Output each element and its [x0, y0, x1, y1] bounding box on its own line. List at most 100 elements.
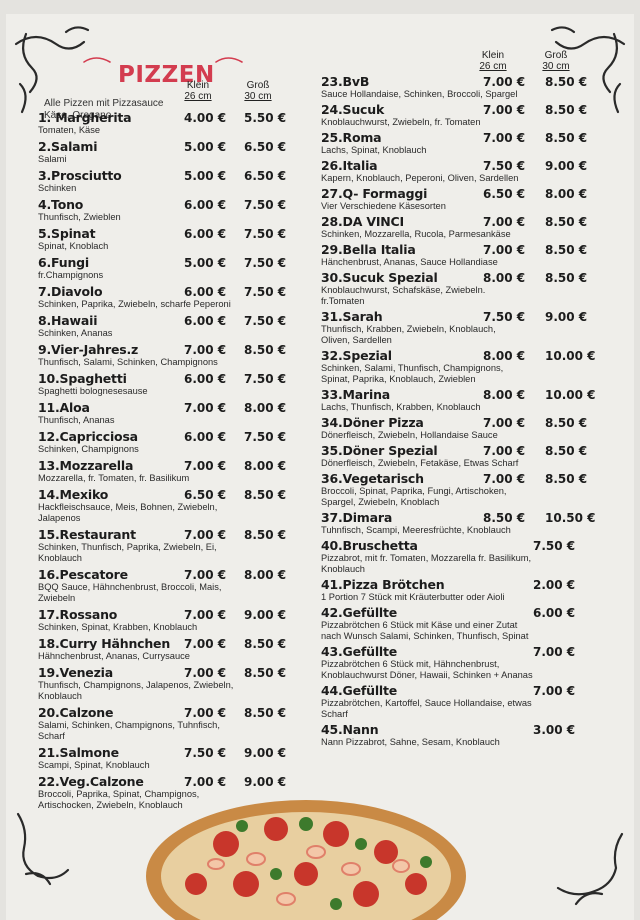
item-description: Thunfisch, Salami, Schinken, Champignons	[38, 357, 218, 367]
item-name: 32.Spezial	[321, 348, 392, 363]
item-description: Schinken, Mozzarella, Rucola, Parmesankä…	[321, 229, 511, 239]
decorations	[14, 26, 626, 920]
menu-item: 25.Roma Lachs, Spinat, Knoblauch 7.00 € 8.5…	[321, 130, 601, 156]
item-name: 25.Roma	[321, 130, 382, 145]
price-small: 7.50 €	[483, 159, 526, 173]
item-description: Knoblauchwurst, Schafskäse, Zwiebeln. fr…	[321, 285, 486, 306]
price-large: 9.00 €	[545, 310, 588, 324]
price-small: 7.00 €	[184, 666, 227, 680]
item-name: 44.Gefüllte	[321, 683, 398, 698]
menu-page: PIZZEN Alle Pizzen mit Pizzasauce Käse, …	[6, 14, 634, 920]
item-description: Mozzarella, fr. Tomaten, fr. Basilikum	[38, 473, 190, 483]
item-description: Salami	[38, 154, 67, 164]
price-small: 7.00 €	[483, 103, 526, 117]
price-small: 7.00 €	[483, 131, 526, 145]
price-large: 8.50 €	[545, 131, 588, 145]
menu-item: 20.Calzone Salami, Schinken, Champignons,…	[38, 705, 288, 742]
item-name: 31.Sarah	[321, 309, 383, 324]
item-description: Schinken, Salami, Thunfisch, Champignons…	[321, 363, 504, 384]
pizza-illustration	[146, 800, 466, 920]
item-description: Thunfisch, Champignons, Jalapenos, Zwieb…	[38, 680, 234, 701]
price-small: 7.00 €	[483, 243, 526, 257]
menu-title: PIZZEN	[118, 62, 215, 88]
price-small: 7.00 €	[483, 444, 526, 458]
size-header: Groß 30 cm	[236, 80, 280, 102]
menu-item: 33.Marina Lachs, Thunfisch, Krabben, Knob…	[321, 387, 601, 413]
item-name: 1. Margherita	[38, 110, 132, 125]
item-description: Broccoli, Spinat, Paprika, Fungi, Artisc…	[321, 486, 507, 507]
size-header: Klein 26 cm	[471, 50, 515, 72]
menu-item: 31.Sarah Thunfisch, Krabben, Zwiebeln, Kn…	[321, 309, 601, 346]
item-name: 26.Italia	[321, 158, 378, 173]
price-large: 9.00 €	[244, 608, 287, 622]
price-large: 8.50 €	[244, 666, 287, 680]
item-name: 22.Veg.Calzone	[38, 774, 144, 789]
size-cm: 26 cm	[479, 61, 507, 72]
item-price: 7.00 €	[533, 684, 576, 698]
price-large: 10.00 €	[545, 388, 596, 402]
menu-item: 19.Venezia Thunfisch, Champignons, Jalape…	[38, 665, 288, 702]
menu-item: 14.Mexiko Hackfleischsauce, Meis, Bohnen,…	[38, 487, 288, 524]
price-small: 7.00 €	[184, 775, 227, 789]
price-large: 7.50 €	[244, 285, 287, 299]
price-large: 7.50 €	[244, 256, 287, 270]
menu-item: 5.Spinat Spinat, Knoblach 6.00 € 7.50 €	[38, 226, 288, 252]
menu-item: 8.Hawaii Schinken, Ananas 6.00 € 7.50 €	[38, 313, 288, 339]
price-small: 8.00 €	[483, 271, 526, 285]
price-small: 6.00 €	[184, 198, 227, 212]
price-small: 6.50 €	[184, 488, 227, 502]
price-large: 9.00 €	[244, 746, 287, 760]
price-large: 8.50 €	[545, 243, 588, 257]
price-large: 8.50 €	[545, 215, 588, 229]
menu-item: 2.Salami Salami 5.00 € 6.50 €	[38, 139, 288, 165]
price-small: 7.00 €	[483, 75, 526, 89]
price-large: 8.50 €	[545, 103, 588, 117]
menu-item: 24.Sucuk Knoblauchwurst, Zwiebeln, fr. To…	[321, 102, 601, 128]
price-small: 7.00 €	[184, 608, 227, 622]
item-description: Thunfisch, Krabben, Zwiebeln, Knoblauch,…	[321, 324, 496, 345]
item-name: 45.Nann	[321, 722, 379, 737]
item-description: Vier Verschiedene Käsesorten	[321, 201, 446, 211]
item-description: Pizzabrötchen 6 Stück mit Käse und einer…	[321, 620, 529, 641]
item-name: 24.Sucuk	[321, 102, 385, 117]
item-name: 41.Pizza Brötchen	[321, 577, 445, 592]
item-name: 7.Diavolo	[38, 284, 103, 299]
item-description: Broccoli, Paprika, Spinat, Champignos, A…	[38, 789, 200, 810]
menu-item: 16.Pescatore BQQ Sauce, Hähnchenbrust, Br…	[38, 567, 288, 604]
item-name: 23.BvB	[321, 74, 370, 89]
size-label: Groß	[246, 80, 270, 91]
price-small: 5.00 €	[184, 256, 227, 270]
price-small: 7.00 €	[184, 528, 227, 542]
item-description: Tomaten, Käse	[38, 125, 101, 135]
size-label: Klein	[186, 80, 210, 91]
item-description: Hähnchenbrust, Ananas, Currysauce	[38, 651, 190, 661]
price-large: 8.00 €	[244, 568, 287, 582]
item-name: 14.Mexiko	[38, 487, 109, 502]
price-large: 7.50 €	[244, 314, 287, 328]
size-header: Klein 26 cm	[176, 80, 220, 102]
price-large: 10.00 €	[545, 349, 596, 363]
menu-item: 10.Spaghetti Spaghetti bolognesesause 6.00…	[38, 371, 288, 397]
size-cm: 30 cm	[542, 61, 570, 72]
menu-item: 11.Aloa Thunfisch, Ananas 7.00 € 8.00 €	[38, 400, 288, 426]
item-description: Thunfisch, Ananas	[38, 415, 115, 425]
item-name: 43.Gefüllte	[321, 644, 398, 659]
price-large: 8.50 €	[244, 528, 287, 542]
item-name: 34.Döner Pizza	[321, 415, 424, 430]
price-small: 8.50 €	[483, 511, 526, 525]
item-description: Schinken, Spinat, Krabben, Knoblauch	[38, 622, 198, 632]
price-large: 7.50 €	[244, 430, 287, 444]
price-small: 7.50 €	[483, 310, 526, 324]
price-large: 8.50 €	[545, 416, 588, 430]
price-small: 6.00 €	[184, 314, 227, 328]
size-cm: 30 cm	[244, 91, 272, 102]
item-name: 6.Fungi	[38, 255, 89, 270]
item-description: Schinken, Ananas	[38, 328, 113, 338]
menu-note: Alle Pizzen mit Pizzasauce Käse, Oregano	[44, 98, 164, 121]
item-name: 20.Calzone	[38, 705, 114, 720]
item-name: 9.Vier-Jahres.z	[38, 342, 139, 357]
item-description: Pizzabrot, mit fr. Tomaten, Mozzarella f…	[321, 553, 532, 574]
menu-item: 9.Vier-Jahres.z Thunfisch, Salami, Schink…	[38, 342, 288, 368]
menu-item: 42.Gefüllte Pizzabrötchen 6 Stück mit Käs…	[321, 605, 601, 642]
item-description: 1 Portion 7 Stück mit Kräuterbutter oder…	[321, 592, 505, 602]
